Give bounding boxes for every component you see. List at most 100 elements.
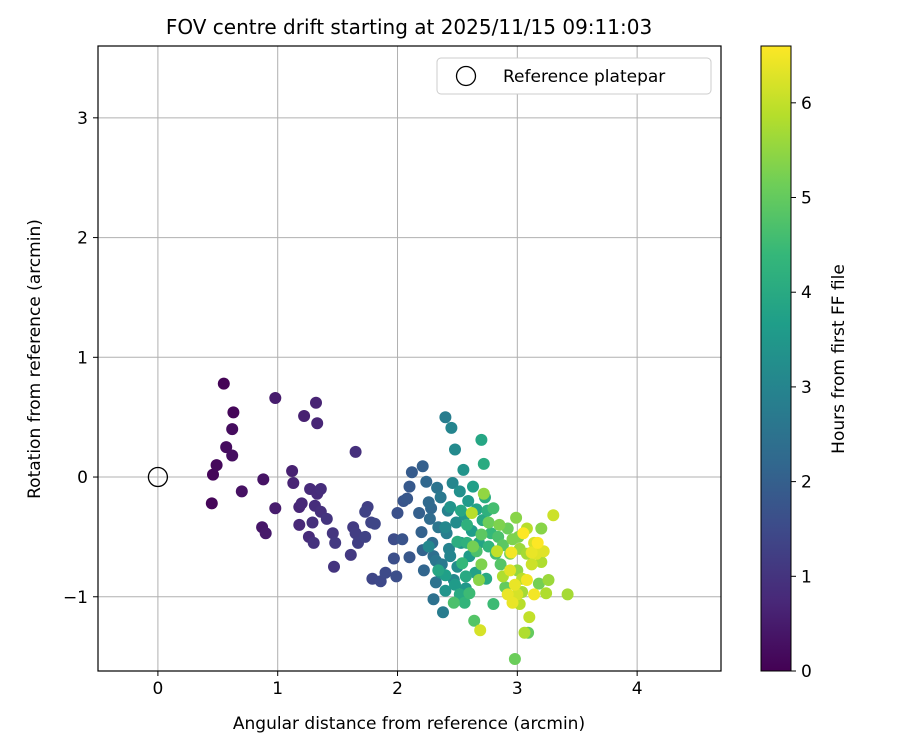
data-point <box>449 443 461 456</box>
data-point <box>540 587 553 600</box>
data-point <box>310 396 322 409</box>
data-point <box>368 517 381 530</box>
data-point <box>226 449 239 462</box>
data-point <box>535 522 548 535</box>
data-point <box>314 483 327 495</box>
data-point <box>477 487 490 500</box>
data-point <box>307 536 320 549</box>
data-point <box>455 504 467 517</box>
data-point <box>450 516 463 529</box>
y-tick-label: 2 <box>77 229 88 249</box>
colorbar-tick-label: 2 <box>801 473 812 493</box>
data-point <box>523 611 536 624</box>
data-point <box>422 540 435 553</box>
data-point <box>417 564 430 577</box>
x-tick-label: 1 <box>272 679 283 699</box>
data-point <box>287 477 300 489</box>
data-point <box>461 518 473 531</box>
data-point <box>475 558 488 571</box>
data-point <box>439 584 452 597</box>
data-point <box>403 551 416 564</box>
data-point <box>298 410 311 422</box>
y-axis-label: Rotation from reference (arcmin) <box>25 219 45 499</box>
data-point <box>387 552 400 565</box>
data-point <box>320 512 333 525</box>
data-point <box>403 480 416 493</box>
data-point <box>458 596 471 609</box>
data-point <box>217 377 230 390</box>
data-point <box>396 533 409 546</box>
data-point <box>473 574 485 586</box>
data-point <box>293 518 306 531</box>
legend: Reference platepar <box>436 57 712 95</box>
data-point <box>508 653 521 665</box>
legend-label: Reference platepar <box>503 67 665 87</box>
reference-platepar-marker <box>147 466 169 488</box>
data-point <box>329 536 342 549</box>
data-point <box>525 558 538 571</box>
data-point <box>344 548 357 561</box>
data-point <box>459 570 472 583</box>
y-tick-label: 1 <box>77 348 88 368</box>
data-point <box>422 496 435 509</box>
data-point <box>431 481 444 494</box>
x-tick-label: 4 <box>632 679 643 699</box>
data-point <box>468 614 481 627</box>
data-point <box>506 596 519 609</box>
data-point <box>517 527 530 540</box>
data-point <box>257 473 270 486</box>
data-point <box>391 507 404 519</box>
data-point <box>405 466 418 479</box>
data-point <box>547 509 560 522</box>
data-point <box>456 557 469 570</box>
data-point <box>508 578 521 591</box>
data-point <box>207 468 219 481</box>
data-point <box>427 593 440 606</box>
data-point <box>286 465 299 477</box>
data-point <box>439 521 452 534</box>
colorbar-tick-label: 3 <box>801 378 812 398</box>
y-tick-label: 3 <box>77 109 88 129</box>
x-axis-label: Angular distance from reference (arcmin) <box>233 714 585 734</box>
colorbar-tick-label: 5 <box>801 189 812 209</box>
x-tick-label: 3 <box>512 679 523 699</box>
data-point <box>311 417 324 430</box>
y-tick-label: −1 <box>63 588 88 608</box>
data-point <box>359 530 372 543</box>
data-point <box>390 570 403 583</box>
axes: 0 1 2 3 4 −1 0 1 2 3 <box>63 45 722 699</box>
data-point <box>520 574 533 586</box>
data-point <box>474 624 487 637</box>
data-point <box>475 528 488 541</box>
data-point <box>413 507 426 519</box>
data-point <box>493 518 506 531</box>
data-point <box>465 507 478 519</box>
data-point <box>444 550 457 563</box>
data-point <box>306 516 319 529</box>
data-point <box>531 536 544 549</box>
legend-marker-icon <box>455 65 477 87</box>
data-point <box>528 588 541 601</box>
data-point <box>505 546 518 559</box>
data-point <box>269 392 282 404</box>
data-point <box>226 423 239 436</box>
colorbar: 0 1 2 3 4 5 6 Hours from first FF file <box>760 45 849 682</box>
data-point <box>349 445 362 458</box>
data-point <box>462 495 475 507</box>
data-point <box>477 457 490 470</box>
data-point <box>423 512 436 525</box>
colorbar-label: Hours from first FF file <box>829 264 849 454</box>
data-point <box>415 526 428 539</box>
data-point <box>561 588 574 601</box>
data-points <box>147 377 574 665</box>
data-point <box>453 485 466 498</box>
y-tick-label: 0 <box>77 468 88 488</box>
x-tick-label: 2 <box>392 679 403 699</box>
data-point <box>429 576 442 589</box>
data-point <box>510 511 523 524</box>
data-point <box>328 560 340 573</box>
grid <box>98 46 721 671</box>
data-point <box>445 421 458 434</box>
data-point <box>359 505 372 518</box>
